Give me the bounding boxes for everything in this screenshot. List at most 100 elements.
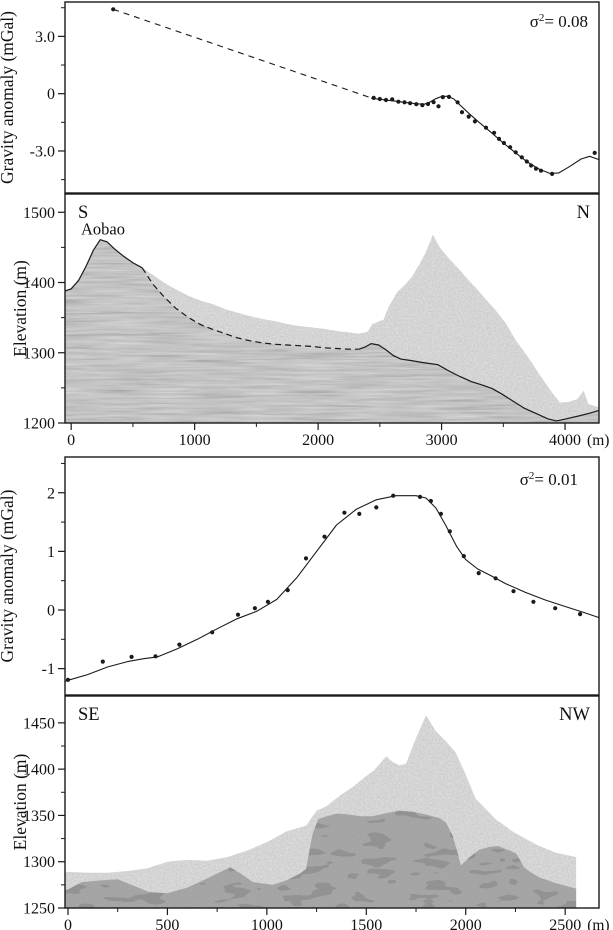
y-axis-title: Elevation (m) <box>10 260 30 357</box>
data-point <box>472 119 477 124</box>
data-point <box>553 606 558 611</box>
data-point <box>153 654 158 659</box>
panel-elevation-profile-senw: 1450 1400 1350 1300 1250 0 500 1000 1500 2000 2500… <box>10 695 610 930</box>
data-point <box>533 166 539 171</box>
data-point <box>476 571 481 576</box>
x-tick-label: 1500 <box>350 917 382 930</box>
data-point <box>374 505 379 510</box>
direction-label-right: N <box>577 203 590 223</box>
x-tick-label: 2500 <box>549 917 581 930</box>
x-tick-label: 0 <box>64 917 72 930</box>
data-point <box>431 100 436 105</box>
data-point <box>425 101 431 107</box>
data-point <box>438 511 443 516</box>
panel-gravity-profile-sn: 3.0 0 -3.0 Gravity anomaly (mGal) σ2= 0.08 <box>0 1 600 194</box>
series-regional-trend <box>113 8 372 99</box>
data-point <box>357 511 362 516</box>
bedrock-line-solid-left <box>64 238 143 292</box>
plot-frame <box>64 1 600 194</box>
data-point <box>496 136 502 141</box>
y-axis-title: Elevation (m) <box>10 753 30 850</box>
x-axis-unit: (m) <box>587 432 609 449</box>
plot-frame <box>64 456 600 696</box>
x-tick-label: 1000 <box>251 917 283 930</box>
x-tick-label: 4000 <box>549 432 581 449</box>
y-tick-label: 1200 <box>23 416 55 433</box>
data-point <box>550 171 555 176</box>
data-point <box>447 529 452 534</box>
y-tick-label: 1300 <box>23 854 55 871</box>
data-point <box>177 642 182 647</box>
bedrock-line-dashed <box>141 267 359 350</box>
data-point <box>501 140 506 146</box>
data-point <box>377 96 382 102</box>
data-point <box>466 114 471 119</box>
data-point <box>436 104 441 109</box>
data-point <box>390 97 395 102</box>
data-point <box>455 100 460 105</box>
data-point <box>440 95 445 100</box>
data-point <box>524 159 529 164</box>
data-point <box>235 612 241 617</box>
panel-elevation-profile-sn: 1500 1400 1300 1200 0 1000 2000 3000 4000 (m) Elev… <box>10 193 609 449</box>
data-point <box>428 498 433 504</box>
data-point <box>252 606 257 611</box>
data-point <box>408 101 413 106</box>
data-point <box>538 168 544 173</box>
data-point <box>342 510 347 515</box>
bedrock-line-solid-right <box>358 342 600 422</box>
x-tick-label: 0 <box>67 432 75 449</box>
data-point <box>322 534 327 539</box>
data-point <box>459 110 465 115</box>
series-fitted-curve <box>64 495 600 683</box>
data-point <box>511 589 516 594</box>
y-tick-label: 3.0 <box>35 29 55 46</box>
data-point <box>529 163 534 168</box>
y-tick-label: 1450 <box>23 715 55 732</box>
data-point <box>100 659 105 664</box>
x-tick-label: 2000 <box>450 917 482 930</box>
y-tick-label: 1400 <box>23 275 55 292</box>
data-point <box>519 155 524 160</box>
direction-label-left: S <box>78 203 88 223</box>
variance-annotation: σ2= 0.01 <box>520 470 578 489</box>
plot-frame <box>64 695 600 909</box>
data-point <box>371 95 376 100</box>
y-tick-label: -3.0 <box>30 143 55 160</box>
y-axis-title: Gravity anomaly (mGal) <box>0 489 17 662</box>
data-point <box>492 130 497 135</box>
y-tick-label: 0 <box>47 603 55 620</box>
data-point <box>402 100 407 105</box>
y-tick-label: 1 <box>47 544 55 561</box>
data-point <box>396 99 401 104</box>
x-tick-label: 2000 <box>302 432 334 449</box>
y-tick-label: 1350 <box>23 808 55 825</box>
data-point <box>420 103 425 108</box>
feature-label-aobao: Aobao <box>81 220 125 239</box>
y-tick-label: 1400 <box>23 762 55 779</box>
data-point <box>531 599 536 604</box>
y-tick-label: -1 <box>42 661 55 678</box>
data-point <box>129 654 134 660</box>
data-point <box>417 494 423 499</box>
y-tick-label: 2 <box>47 485 55 502</box>
panel-gravity-profile-senw: 2 1 0 -1 Gravity anomaly (mGal) σ2= 0.01 <box>0 456 600 696</box>
y-axis-title: Gravity anomaly (mGal) <box>0 11 17 184</box>
data-point <box>461 554 466 559</box>
y-tick-label: 0 <box>47 86 55 103</box>
data-point <box>414 102 419 107</box>
x-tick-label: 3000 <box>426 432 458 449</box>
data-point <box>508 145 513 150</box>
series-fitted-curve <box>371 95 600 175</box>
data-point <box>285 588 290 593</box>
data-point <box>513 150 518 155</box>
data-point <box>111 7 116 12</box>
series-observed-points <box>65 493 583 682</box>
direction-label-right: NW <box>559 705 590 725</box>
series-observed-points <box>111 7 597 176</box>
data-point <box>65 677 71 682</box>
data-point <box>493 576 498 581</box>
